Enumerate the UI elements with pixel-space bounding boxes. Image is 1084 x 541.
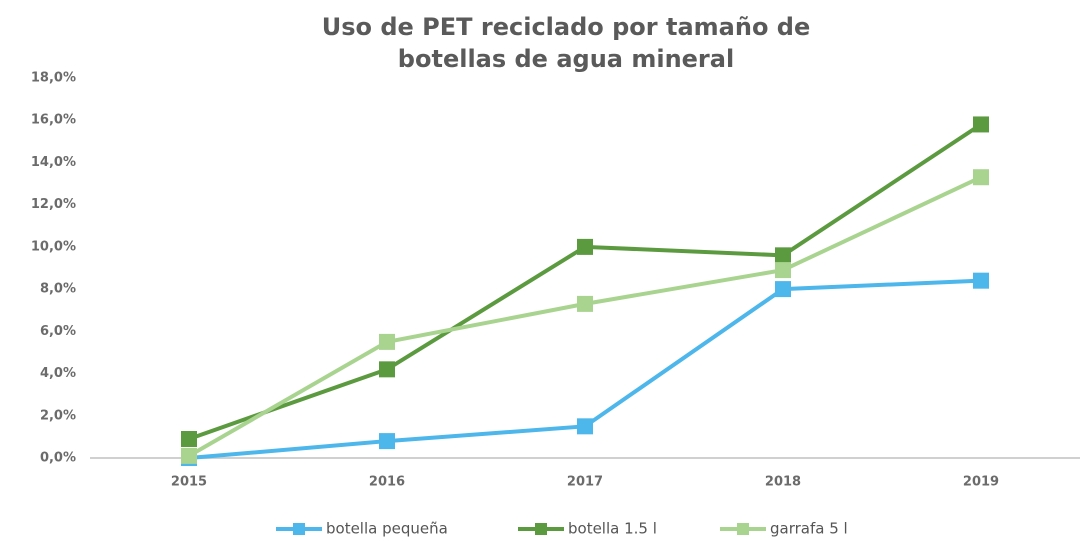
marker <box>577 418 593 435</box>
chart-title: Uso de PET reciclado por tamaño de <box>322 13 811 41</box>
marker <box>379 433 395 450</box>
x-tick-label: 2019 <box>963 475 999 490</box>
x-tick-label: 2017 <box>567 475 603 490</box>
y-tick-label: 4,0% <box>40 366 76 381</box>
marker <box>181 431 197 447</box>
marker <box>577 238 593 255</box>
legend-swatch <box>737 523 749 535</box>
marker <box>181 447 197 464</box>
legend-swatch <box>293 523 305 535</box>
y-tick-label: 18,0% <box>31 71 76 86</box>
marker <box>775 262 791 279</box>
x-tick-label: 2018 <box>765 475 801 490</box>
y-tick-label: 16,0% <box>31 113 76 128</box>
marker <box>775 281 791 298</box>
marker <box>775 247 791 264</box>
series-line <box>188 175 982 458</box>
marker <box>973 272 989 289</box>
marker <box>973 116 989 133</box>
series-line <box>188 122 983 441</box>
y-tick-label: 6,0% <box>40 324 76 339</box>
legend-swatch <box>535 523 547 535</box>
legend-label: botella pequeña <box>326 520 448 538</box>
legend-label: garrafa 5 l <box>770 520 848 538</box>
x-tick-label: 2015 <box>171 475 207 490</box>
legend-label: botella 1.5 l <box>568 520 657 538</box>
chart-title: botellas de agua mineral <box>398 45 734 73</box>
marker <box>973 169 989 186</box>
x-tick-label: 2016 <box>369 475 405 490</box>
y-tick-label: 10,0% <box>31 239 76 254</box>
y-tick-label: 8,0% <box>40 282 76 297</box>
marker <box>379 333 395 350</box>
y-tick-label: 2,0% <box>40 408 76 423</box>
marker <box>577 295 593 312</box>
y-tick-label: 12,0% <box>31 197 76 212</box>
y-tick-label: 14,0% <box>31 155 76 170</box>
y-tick-label: 0,0% <box>40 451 76 466</box>
marker <box>379 361 395 378</box>
